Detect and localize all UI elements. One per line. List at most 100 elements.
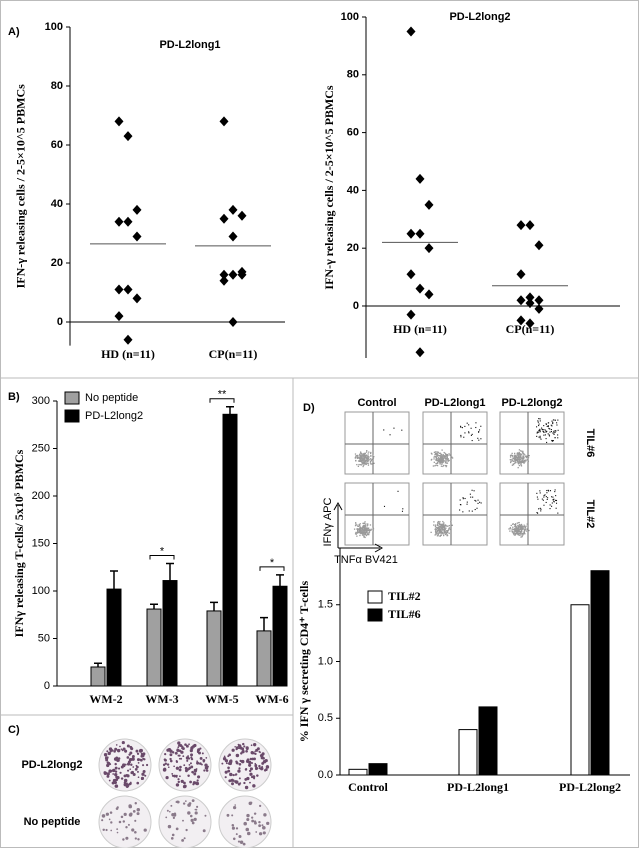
- spot: [179, 775, 181, 778]
- event: [546, 441, 548, 443]
- event: [364, 533, 366, 536]
- row-label: TIL#2: [584, 500, 596, 529]
- event: [542, 499, 544, 501]
- event: [355, 460, 357, 462]
- spot: [174, 751, 178, 755]
- event: [362, 532, 364, 534]
- spot: [245, 747, 249, 751]
- spot: [204, 814, 207, 817]
- event: [361, 530, 363, 532]
- event: [438, 458, 440, 460]
- event: [358, 530, 361, 532]
- event: [359, 456, 361, 459]
- event: [362, 526, 365, 528]
- event: [551, 496, 553, 498]
- event: [360, 530, 362, 532]
- event: [448, 524, 450, 527]
- event: [545, 438, 547, 440]
- spot: [231, 814, 234, 817]
- bar: [458, 729, 478, 776]
- event: [363, 455, 365, 457]
- spot: [189, 814, 193, 818]
- spot: [180, 779, 184, 784]
- event: [536, 431, 538, 433]
- event: [441, 523, 443, 526]
- event: [536, 426, 538, 428]
- event: [357, 455, 359, 457]
- event: [525, 456, 528, 459]
- event: [513, 523, 516, 526]
- event: [372, 528, 375, 530]
- event: [460, 434, 462, 436]
- spot: [244, 785, 249, 790]
- event: [355, 523, 357, 525]
- spot: [225, 762, 228, 765]
- event: [436, 454, 438, 456]
- event: [443, 457, 446, 459]
- event: [360, 455, 362, 457]
- well: [218, 738, 272, 792]
- event: [368, 458, 370, 461]
- bar: [478, 706, 498, 776]
- spot: [259, 751, 261, 754]
- spot: [258, 832, 263, 836]
- event: [523, 524, 525, 526]
- event: [525, 455, 527, 457]
- spot: [169, 757, 172, 761]
- event: [358, 528, 361, 530]
- event: [361, 454, 363, 456]
- event: [538, 423, 540, 425]
- event: [435, 453, 437, 455]
- event: [401, 429, 403, 431]
- event: [437, 528, 440, 531]
- event: [444, 527, 446, 530]
- spot: [258, 820, 261, 824]
- event: [557, 437, 559, 439]
- event: [547, 422, 549, 424]
- error-bar: [276, 574, 284, 587]
- event: [370, 529, 372, 531]
- spot: [238, 767, 241, 770]
- spot: [107, 751, 111, 756]
- spot: [183, 781, 186, 785]
- event: [541, 427, 543, 429]
- event: [537, 420, 539, 422]
- data-point: [114, 116, 124, 127]
- y-tick-label: 40: [51, 198, 63, 210]
- event: [466, 503, 468, 505]
- event: [365, 534, 368, 537]
- event: [552, 419, 554, 421]
- error-bar: [110, 570, 118, 590]
- data-point: [525, 318, 535, 329]
- event: [360, 528, 363, 530]
- event: [363, 454, 365, 457]
- event: [515, 526, 518, 529]
- event: [363, 522, 365, 525]
- event: [445, 454, 448, 457]
- spot: [102, 828, 105, 832]
- event: [514, 454, 516, 456]
- y-tick-label: 20: [51, 257, 63, 269]
- spot: [261, 824, 264, 827]
- event: [521, 525, 523, 528]
- spot: [250, 744, 253, 747]
- spot: [255, 831, 258, 833]
- y-tick-label: 100: [341, 11, 359, 23]
- spot: [177, 778, 180, 781]
- event: [538, 431, 540, 433]
- y-tick-label: 40: [347, 184, 359, 196]
- event: [442, 526, 444, 528]
- event: [516, 532, 518, 534]
- event: [520, 527, 523, 529]
- event: [364, 526, 367, 528]
- event: [536, 492, 538, 494]
- event: [362, 458, 364, 460]
- event: [355, 531, 357, 534]
- event: [356, 535, 358, 537]
- event: [544, 494, 546, 496]
- data-point: [406, 309, 416, 320]
- event: [547, 489, 549, 491]
- event: [367, 457, 370, 459]
- event: [524, 454, 526, 456]
